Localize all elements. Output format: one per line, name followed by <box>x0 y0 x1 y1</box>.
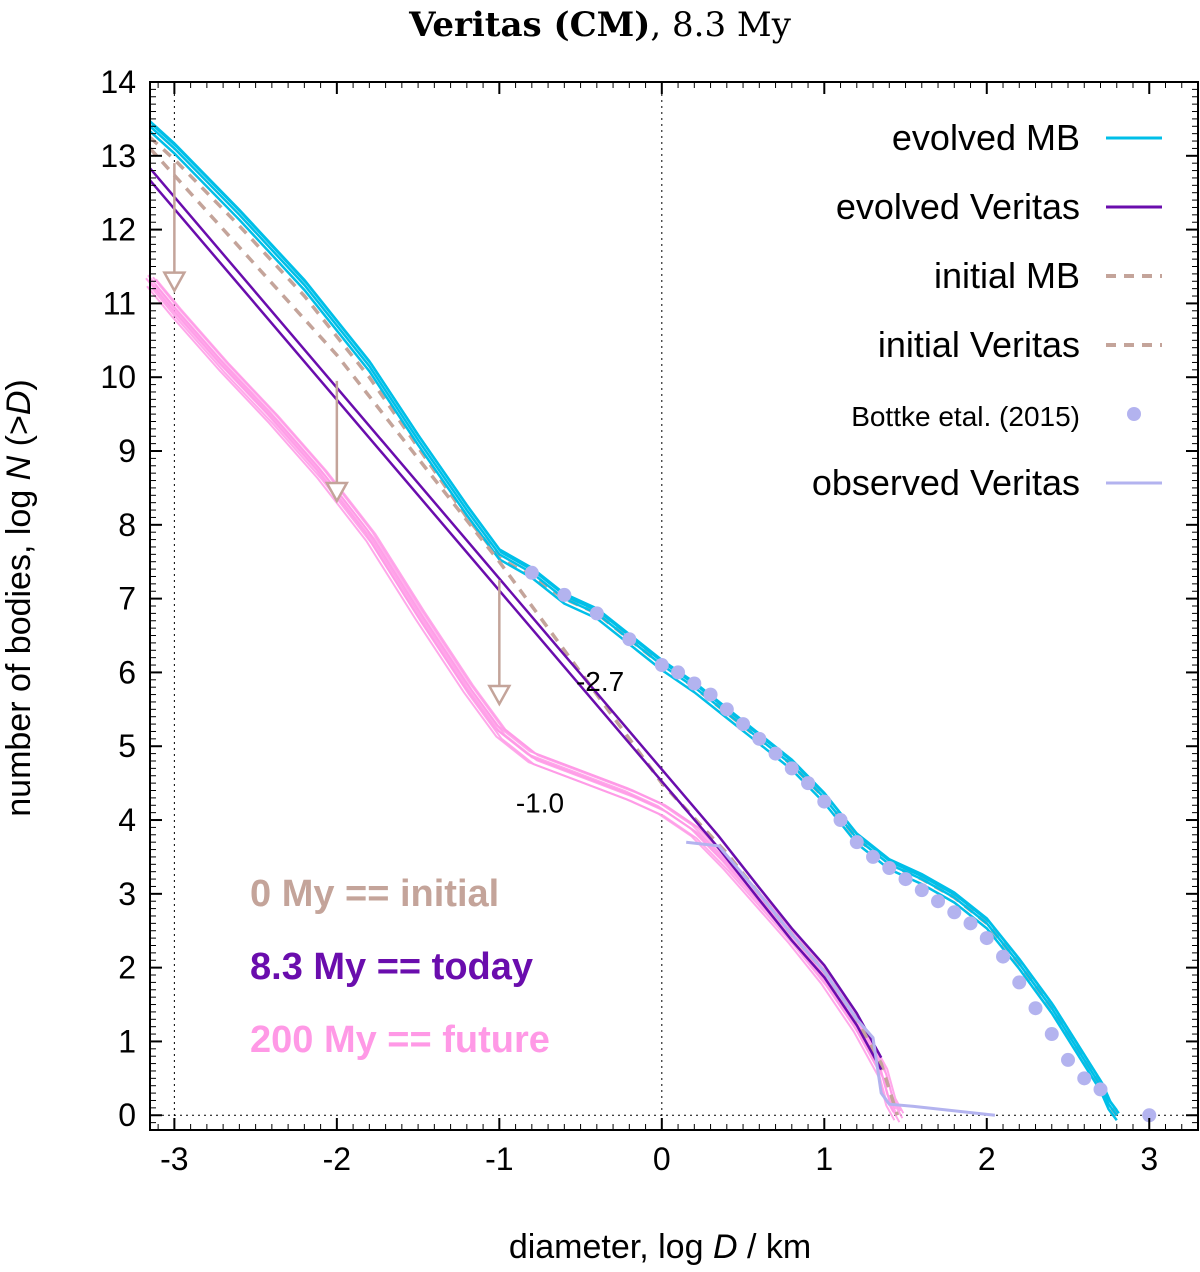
series-bottke-etal-2015-point <box>1093 1082 1108 1097</box>
series-bottke-etal-2015-point <box>963 916 978 931</box>
series-bottke-etal-2015-point <box>687 676 702 691</box>
series-bottke-etal-2015-point <box>719 702 734 717</box>
series-bottke-etal-2015-point <box>1044 1027 1059 1042</box>
series-bottke-etal-2015-point <box>752 731 767 746</box>
series-bottke-etal-2015-point <box>849 835 864 850</box>
series-bottke-etal-2015-point <box>931 894 946 909</box>
series-bottke-etal-2015-point <box>736 717 751 732</box>
series-bottke-etal-2015-point <box>1012 975 1027 990</box>
series-bottke-etal-2015-point <box>914 883 929 898</box>
series-bottke-etal-2015-point <box>898 872 913 887</box>
slope-label-0: -2.7 <box>576 666 624 697</box>
x-tick-label: 0 <box>653 1141 671 1177</box>
series-bottke-etal-2015-point <box>1077 1071 1092 1086</box>
series-initial-veritas-line <box>148 147 900 1116</box>
x-axis-label-post: / km <box>738 1228 812 1266</box>
series-bottke-etal-2015-point <box>524 565 539 580</box>
legend-swatch-bottke-etal-2015 <box>1127 407 1141 421</box>
plot-area: -2.7 -1.0 <box>145 82 1198 1130</box>
series-bottke-etal-2015-point <box>979 931 994 946</box>
arrow-head-1 <box>324 481 349 504</box>
time-annotation-0: 0 My == initial <box>250 873 499 915</box>
series-bottke-etal-2015-point <box>589 606 604 621</box>
series-bottke-etal-2015-point <box>801 776 816 791</box>
y-tick-label: 7 <box>118 581 136 617</box>
y-axis-label: number of bodies, log N (>D) <box>0 379 38 817</box>
series-evolved-mb-line-2 <box>149 130 1118 1121</box>
annotations: 0 My == initial 8.3 My == today 200 My == … <box>250 873 550 1061</box>
legend-label-evolved-veritas: evolved Veritas <box>836 186 1080 227</box>
series-bottke-etal-2015-point <box>768 746 783 761</box>
chart-title-bold: Veritas (CM) <box>408 5 650 45</box>
series-bottke-etal-2015-point <box>817 794 832 809</box>
series-bottke-etal-2015-point <box>784 761 799 776</box>
series-evolved-veritas-line-0 <box>149 167 883 1059</box>
y-tick-label: 6 <box>118 654 136 690</box>
y-tick-label: 10 <box>100 359 136 395</box>
series-bottke-etal-2015-point <box>1142 1108 1157 1123</box>
x-axis-label-pre: diameter, log <box>509 1228 713 1266</box>
series-200-my-line-2 <box>146 285 896 1121</box>
y-axis-label-var2: D <box>0 391 38 416</box>
legend-label-evolved-mb: evolved MB <box>892 117 1080 158</box>
x-tick-label: -3 <box>160 1141 188 1177</box>
arrow-head-0 <box>162 271 187 294</box>
arrow-head-2 <box>487 684 512 707</box>
legend-label-bottke-etal-2015: Bottke etal. (2015) <box>851 401 1080 432</box>
legend-label-initial-mb: initial MB <box>934 255 1080 296</box>
y-tick-label: 12 <box>100 212 136 248</box>
y-axis-label-pre: number of bodies, log <box>0 480 38 816</box>
y-axis-label-end: ) <box>0 379 38 390</box>
series-bottke-etal-2015-point <box>703 687 718 702</box>
time-annotation-1: 8.3 My == today <box>250 946 533 988</box>
y-tick-label: 4 <box>118 802 136 838</box>
slope-label-1: -1.0 <box>516 788 564 819</box>
x-tick-label: 1 <box>815 1141 833 1177</box>
y-axis-label-var: N <box>0 455 38 480</box>
x-tick-label: -2 <box>323 1141 351 1177</box>
series-bottke-etal-2015-point <box>622 632 637 647</box>
y-tick-label: 1 <box>118 1023 136 1059</box>
time-annotation-2: 200 My == future <box>250 1019 550 1061</box>
series-bottke-etal-2015-point <box>671 665 686 680</box>
series-bottke-etal-2015-point <box>833 813 848 828</box>
y-tick-label: 2 <box>118 950 136 986</box>
y-tick-label: 13 <box>100 138 136 174</box>
legend-label-observed-veritas: observed Veritas <box>812 462 1080 503</box>
series-bottke-etal-2015-point <box>866 849 881 864</box>
legend-label-initial-veritas: initial Veritas <box>878 324 1080 365</box>
legend: evolved MB evolved Veritas initial MB initi… <box>812 117 1162 503</box>
series-bottke-etal-2015-point <box>947 905 962 920</box>
series-200-my-line-5 <box>151 287 901 1123</box>
y-tick-label: 11 <box>103 285 136 321</box>
y-tick-label: 0 <box>118 1097 136 1133</box>
series-bottke-etal-2015-point <box>882 861 897 875</box>
series-bottke-etal-2015-point <box>557 587 572 602</box>
series-bottke-etal-2015-point <box>1028 1001 1043 1016</box>
x-tick-label: -1 <box>485 1141 513 1177</box>
series-evolved-veritas-line-1 <box>149 179 883 1071</box>
y-tick-label: 9 <box>118 433 136 469</box>
series-bottke-etal-2015-point <box>1061 1052 1076 1067</box>
y-tick-label: 5 <box>118 728 136 764</box>
y-tick-label: 14 <box>100 64 136 100</box>
y-tick-label: 8 <box>118 507 136 543</box>
series-bottke-etal-2015-point <box>654 658 669 673</box>
x-axis-label: diameter, log D / km <box>509 1228 811 1266</box>
series-observed-veritas-line <box>686 840 996 1117</box>
series-bottke-etal-2015-point <box>996 949 1011 964</box>
x-tick-label: 2 <box>978 1141 996 1177</box>
y-axis-label-post: (> <box>0 415 38 456</box>
chart-title-rest: , 8.3 My <box>650 5 791 45</box>
x-tick-label: 3 <box>1140 1141 1158 1177</box>
series-200-my-line-7 <box>155 278 905 1114</box>
x-axis-label-var: D <box>713 1228 738 1266</box>
y-tick-label: 3 <box>118 876 136 912</box>
chart-title: Veritas (CM), 8.3 My <box>408 5 792 45</box>
